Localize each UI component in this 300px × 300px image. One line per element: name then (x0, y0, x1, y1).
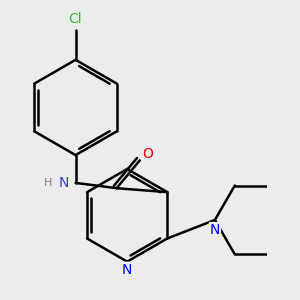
Text: H: H (44, 178, 52, 188)
Text: N: N (210, 223, 220, 237)
Text: N: N (58, 176, 69, 190)
Text: N: N (122, 262, 132, 277)
Text: O: O (299, 213, 300, 227)
Text: O: O (142, 147, 153, 161)
Text: Cl: Cl (69, 12, 82, 26)
